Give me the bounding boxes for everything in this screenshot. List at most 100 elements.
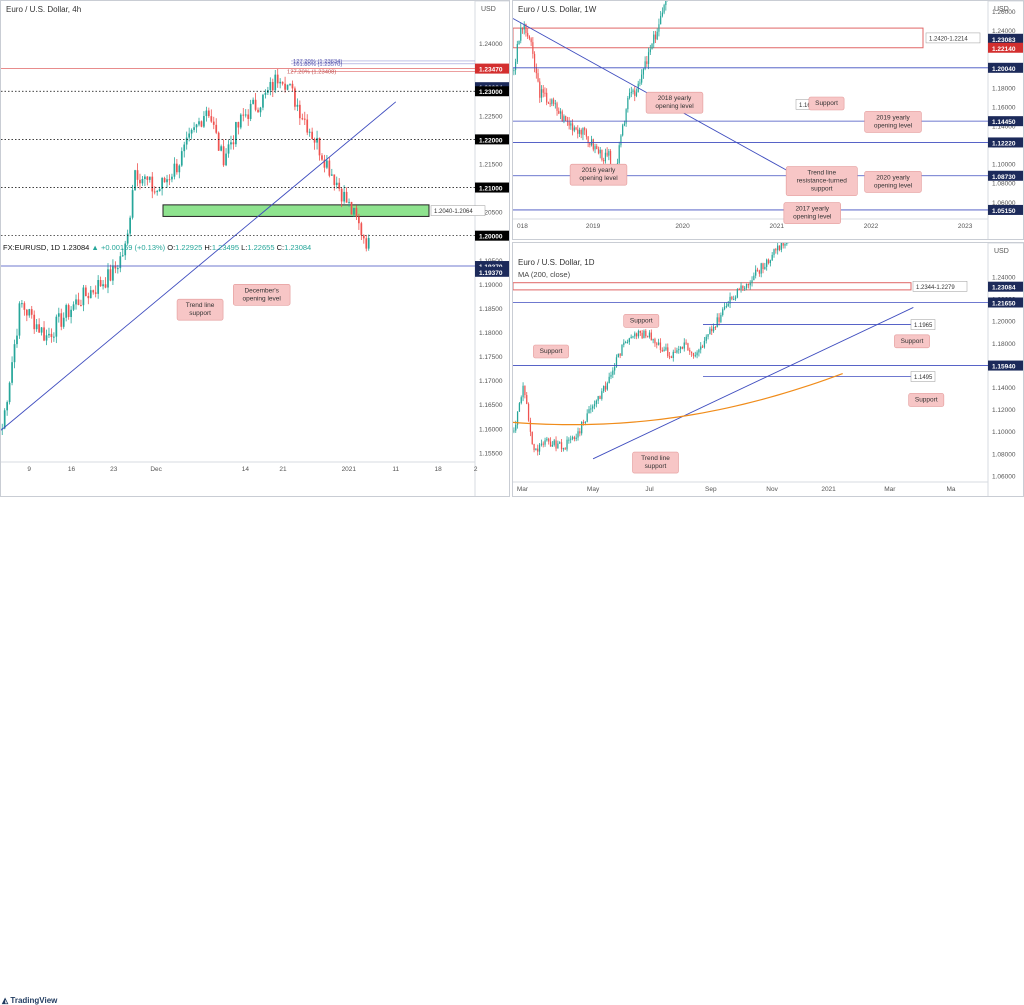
callout-box	[623, 314, 660, 328]
callout-text: Trend line support	[641, 455, 670, 470]
candle-body	[358, 216, 360, 224]
candle-body	[298, 104, 301, 119]
candle-body	[535, 448, 537, 451]
price-zone	[513, 27, 924, 49]
candle-body	[694, 355, 696, 357]
price-label-box	[475, 134, 509, 145]
candle-body	[599, 149, 601, 154]
x-tick-label: 2020	[675, 223, 690, 230]
candle-body	[562, 448, 565, 450]
candle-body	[158, 188, 161, 192]
candle-body	[674, 351, 676, 353]
candle-body	[709, 328, 711, 335]
candle-body	[99, 280, 102, 287]
callout-box	[864, 111, 922, 133]
candle-body	[667, 347, 669, 357]
y-tick-label: 1.18000	[992, 85, 1016, 92]
candle-body	[577, 431, 579, 438]
candle-body	[623, 342, 625, 345]
candle-body	[92, 290, 95, 293]
candle-body	[634, 333, 636, 337]
price-label: 1.20040	[992, 66, 1016, 73]
callout-text: 2017 yearly opening level	[793, 206, 832, 221]
candle-body	[578, 129, 581, 134]
candle-body	[738, 288, 740, 290]
candle-body	[311, 131, 314, 140]
support-label: 1.1621	[799, 103, 818, 109]
candle-body	[740, 285, 742, 290]
candle-body	[747, 283, 750, 286]
candle-body	[294, 88, 296, 107]
currency-label: USD	[994, 6, 1009, 13]
candle-body	[621, 344, 623, 356]
open-label: O:	[167, 243, 176, 252]
currency-label: USD	[481, 6, 496, 13]
candle-body	[198, 121, 200, 125]
daily-chart-title: Euro / U.S. Dollar, 1D	[518, 258, 595, 267]
price-label: 1.23083	[992, 37, 1016, 44]
h4-chart-title: Euro / U.S. Dollar, 4h	[6, 5, 82, 14]
candle-body	[653, 34, 655, 44]
candle-body	[762, 263, 764, 270]
candle-body	[520, 27, 522, 41]
candle-body	[526, 395, 528, 404]
callout-text: Trend line support	[186, 302, 215, 317]
candle-body	[599, 396, 601, 399]
candle-body	[722, 309, 724, 315]
trend-line-support	[592, 307, 914, 460]
candle-body	[565, 116, 567, 121]
y-tick-label: 1.24000	[992, 28, 1016, 35]
candle-body	[30, 309, 33, 315]
candle-body	[603, 160, 605, 162]
y-tick-label: 1.06000	[992, 200, 1016, 207]
price-label-box	[475, 261, 509, 272]
candle-body	[104, 284, 107, 288]
candle-body	[348, 201, 350, 203]
candle-body	[554, 103, 556, 105]
candle-body	[532, 42, 534, 54]
candle-body	[618, 145, 620, 163]
candle-body	[650, 332, 652, 341]
candle-body	[705, 336, 707, 341]
price-zone	[162, 204, 430, 217]
high-label: H:	[204, 243, 212, 252]
candle-body	[308, 131, 311, 133]
candle-body	[745, 283, 748, 288]
candle-body	[303, 118, 306, 120]
candle-body	[592, 406, 594, 409]
candle-body	[656, 31, 658, 40]
candle-body	[326, 160, 328, 168]
candle-body	[523, 24, 525, 30]
candle-body	[362, 235, 365, 239]
callout-box	[864, 171, 922, 193]
candle-body	[70, 309, 72, 318]
candle-body	[592, 139, 594, 150]
y-tick-label: 1.24000	[992, 275, 1016, 282]
candle-body	[8, 382, 11, 403]
price-label-box	[988, 137, 1023, 148]
candle-body	[173, 163, 176, 177]
candle-body	[151, 176, 154, 192]
h4-chart-panel[interactable]: USD1.240001.235001.230001.225001.220001.…	[0, 0, 510, 497]
x-tick-label: 16	[68, 466, 76, 473]
candle-body	[516, 43, 518, 62]
callout-text: 2018 yearly opening level	[655, 95, 694, 110]
y-tick-label: 1.16500	[479, 402, 503, 409]
candle-body	[515, 424, 517, 431]
candle-body	[731, 296, 733, 300]
candle-body	[102, 284, 104, 287]
weekly-chart-panel[interactable]: USD1.260001.240001.220001.200001.180001.…	[512, 0, 1024, 240]
daily-chart-panel[interactable]: USD1.240001.220001.200001.180001.160001.…	[512, 242, 1024, 497]
price-label-box	[988, 62, 1023, 73]
candle-body	[60, 313, 63, 327]
x-tick-label: 2023	[958, 223, 973, 230]
candle-body	[124, 243, 127, 256]
candle-body	[121, 255, 124, 257]
candle-body	[94, 292, 97, 294]
candle-body	[535, 67, 537, 74]
tradingview-logo[interactable]: ◭ TradingView	[2, 996, 57, 1005]
candle-body	[742, 285, 744, 289]
ohlc-readout: FX:EURUSD, 1D 1.23084 ▲ +0.00159 (+0.13%…	[3, 243, 513, 252]
candle-body	[573, 127, 575, 131]
candle-body	[558, 110, 560, 114]
